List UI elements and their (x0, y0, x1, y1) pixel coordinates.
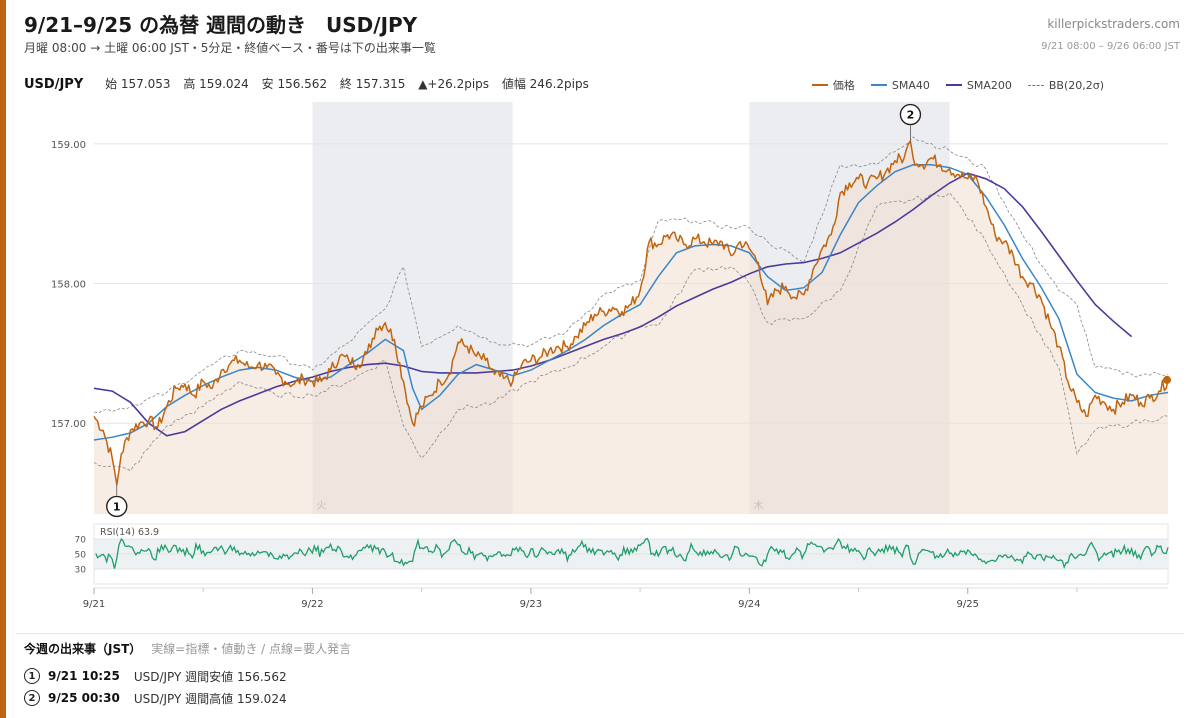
legend-swatch (945, 84, 962, 86)
legend-label: 価格 (832, 79, 855, 92)
x-tick-label: 9/21 (83, 599, 105, 610)
annotation-marker (106, 495, 128, 518)
event-description: USD/JPY 週間安値 156.562 (133, 669, 287, 684)
pair-label: USD/JPY (24, 77, 84, 92)
date-range: 9/21 08:00 – 9/26 06:00 JST (1041, 41, 1180, 52)
stat-close: 終 157.315 (339, 77, 406, 91)
sma40-line (93, 164, 1169, 441)
rsi-label: RSI(14) 63.9 (100, 527, 159, 538)
event-number-badge: 1 (24, 668, 40, 684)
last-price-marker (1163, 375, 1171, 384)
annotation-number: 1 (113, 500, 121, 513)
x-tick-label: 9/24 (738, 599, 760, 610)
page-title: 9/21–9/25 の為替 週間の動き USD/JPY (24, 13, 418, 37)
site-name[interactable]: killerpickstraders.com (1047, 17, 1180, 31)
stat-change: ▲+26.2pips (418, 77, 490, 91)
annotation-number: 2 (907, 109, 915, 122)
legend-swatch (870, 84, 887, 86)
legend-label: SMA40 (891, 78, 930, 92)
events-note: 実線=指標・値動き / 点線=要人発言 (151, 642, 352, 656)
stats-bar: USD/JPY 始 157.053 高 159.024 安 156.562 終 … (24, 75, 598, 92)
bb-lower-line (93, 192, 1169, 472)
events-heading: 今週の出来事（JST） 実線=指標・値動き / 点線=要人発言 (24, 640, 1180, 657)
bb-upper-line (93, 136, 1169, 414)
legend-item-price[interactable]: 価格 (811, 77, 855, 93)
x-tick-label: 9/25 (957, 599, 979, 610)
event-description: USD/JPY 週間高値 159.024 (133, 691, 287, 706)
event-time: 9/21 10:25 (48, 669, 120, 683)
sma200-line (93, 172, 1133, 437)
x-tick-label: 9/22 (301, 599, 323, 610)
x-tick-label: 9/23 (520, 599, 542, 610)
event-time: 9/25 00:30 (48, 691, 120, 705)
rsi-tick-label: 50 (75, 551, 87, 561)
y-tick-label: 158.00 (51, 280, 86, 291)
rsi-tick-label: 70 (75, 536, 87, 546)
events-panel: 今週の出来事（JST） 実線=指標・値動き / 点線=要人発言 1 9/21 10… (24, 640, 1180, 709)
rsi-line (95, 537, 1169, 570)
legend-swatch (811, 84, 828, 86)
price-line (93, 140, 1169, 486)
y-tick-label: 157.00 (51, 419, 86, 430)
legend-item-sma40[interactable]: SMA40 (870, 78, 930, 92)
legend-swatch (1027, 84, 1044, 86)
event-number-badge: 2 (24, 690, 40, 706)
legend-label: SMA200 (966, 78, 1012, 92)
page-subtitle: 月曜 08:00 → 土曜 06:00 JST・5分足・終値ベース・番号は下の出… (24, 41, 436, 55)
accent-bar (0, 0, 6, 718)
stat-high: 高 159.024 (183, 77, 249, 91)
divider (16, 633, 1184, 634)
rsi-tick-label: 30 (75, 566, 87, 576)
legend-label: BB(20,2σ) (1048, 78, 1104, 92)
stat-low: 安 156.562 (261, 77, 328, 91)
chart-legend: 価格 SMA40 SMA200 BB(20,2σ) (796, 77, 1104, 93)
y-tick-label: 159.00 (51, 140, 86, 151)
event-item[interactable]: 2 9/25 00:30 USD/JPY 週間高値 159.024 (24, 687, 1180, 709)
legend-item-bb[interactable]: BB(20,2σ) (1027, 78, 1104, 92)
stat-open: 始 157.053 (105, 77, 171, 91)
legend-item-sma200[interactable]: SMA200 (945, 78, 1012, 92)
price-area (94, 141, 1168, 514)
stat-range: 値幅 246.2pips (501, 77, 589, 91)
events-title: 今週の出来事（JST） (24, 642, 142, 656)
event-item[interactable]: 1 9/21 10:25 USD/JPY 週間安値 156.562 (24, 665, 1180, 687)
annotation-marker (899, 103, 922, 126)
